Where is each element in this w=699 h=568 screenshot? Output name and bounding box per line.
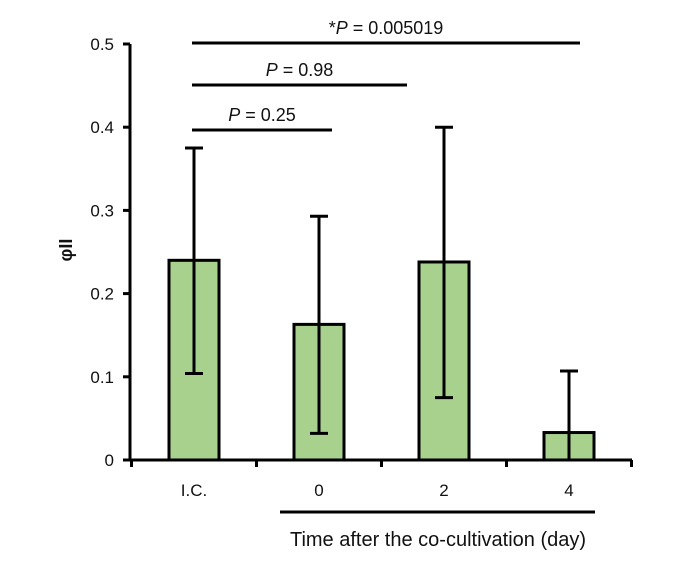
y-tick-label-3: 0.3 — [90, 201, 114, 220]
y-tick-label-2: 0.2 — [90, 285, 114, 304]
y-tick-label-5: 0.5 — [90, 35, 114, 54]
x-tick-label-3: 4 — [564, 481, 573, 500]
y-tick-label-4: 0.4 — [90, 118, 114, 137]
error-bars-group — [185, 125, 578, 460]
x-tick-label-2: 2 — [439, 481, 448, 500]
x-tick-label-1: 0 — [314, 481, 323, 500]
x-axis-title: Time after the co-cultivation (day) — [290, 529, 586, 551]
bars-group — [167, 258, 596, 462]
x-tick-label-0: I.C. — [181, 481, 207, 500]
axes-group: 0 0.1 0.2 0.3 0.4 0.5 I.C. 0 2 4 — [90, 35, 633, 514]
significance-label-0: P = 0.25 — [228, 105, 296, 125]
y-tick-label-0: 0 — [105, 451, 114, 470]
significance-label-1: P = 0.98 — [266, 60, 334, 80]
significance-label-2: *P = 0.005019 — [329, 18, 444, 38]
y-tick-label-1: 0.1 — [90, 368, 114, 387]
y-axis-label: φII — [56, 239, 76, 262]
significance-group: P = 0.25 P = 0.98 *P = 0.005019 — [192, 18, 580, 132]
